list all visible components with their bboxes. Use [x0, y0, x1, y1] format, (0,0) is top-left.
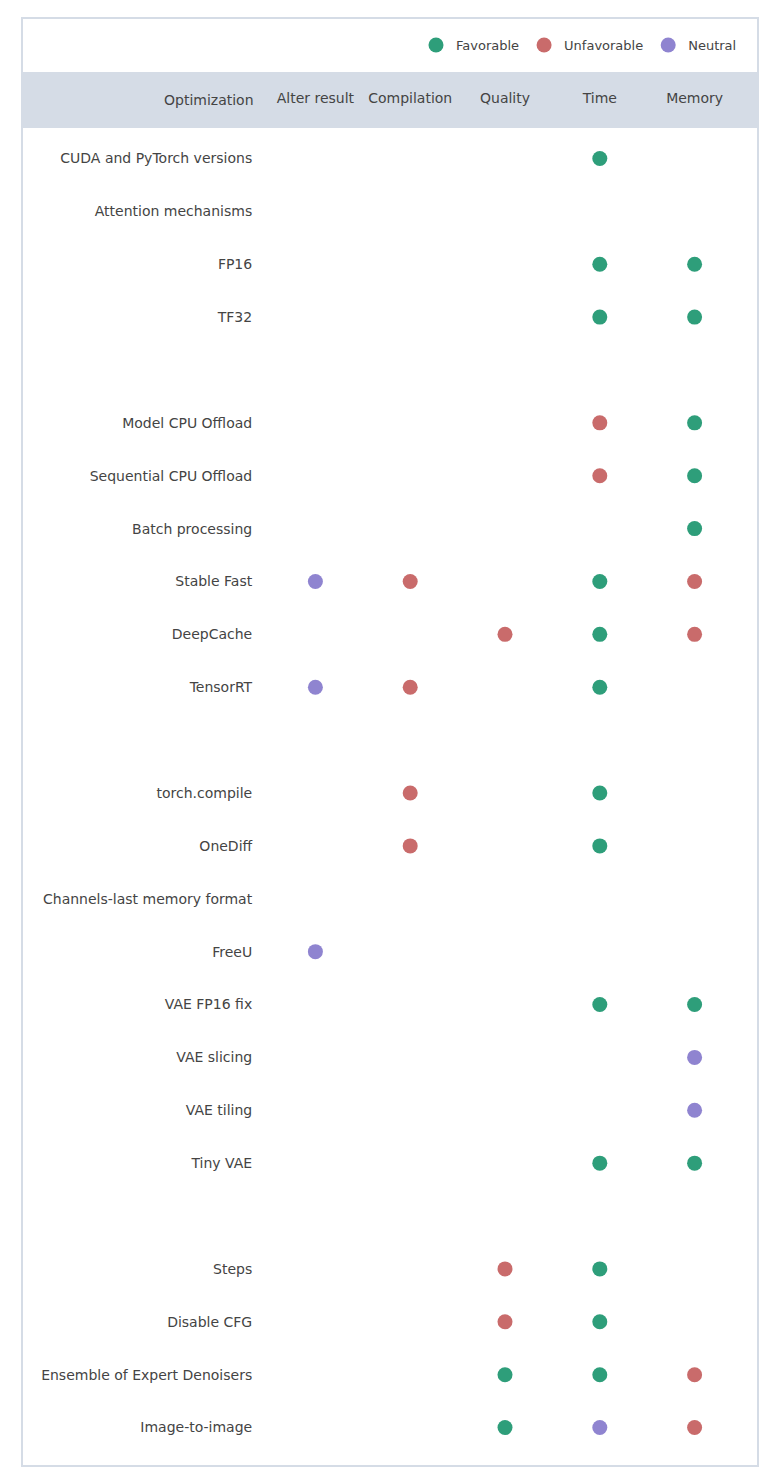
svg-text:Compilation: Compilation — [368, 90, 452, 106]
svg-text:Sequential CPU Offload: Sequential CPU Offload — [90, 468, 253, 484]
svg-text:OneDiff: OneDiff — [199, 838, 252, 854]
svg-text:Optimization: Optimization — [164, 92, 254, 108]
svg-text:DeepCache: DeepCache — [172, 626, 252, 642]
svg-text:FP16: FP16 — [218, 256, 252, 272]
svg-text:CUDA and PyTorch versions: CUDA and PyTorch versions — [60, 150, 252, 166]
svg-text:Ensemble of Expert Denoisers: Ensemble of Expert Denoisers — [41, 1367, 252, 1383]
svg-text:VAE tiling: VAE tiling — [186, 1102, 252, 1118]
svg-text:Stable Fast: Stable Fast — [175, 573, 252, 589]
svg-text:TensorRT: TensorRT — [189, 679, 253, 695]
svg-text:Memory: Memory — [666, 90, 723, 106]
svg-text:VAE slicing: VAE slicing — [176, 1049, 252, 1065]
svg-text:Channels-last memory format: Channels-last memory format — [43, 891, 253, 907]
svg-text:Alter result: Alter result — [277, 90, 355, 106]
svg-text:Neutral: Neutral — [688, 38, 736, 53]
svg-text:Quality: Quality — [480, 90, 530, 106]
svg-text:Batch processing: Batch processing — [132, 521, 252, 537]
svg-text:Model CPU Offload: Model CPU Offload — [122, 415, 252, 431]
svg-text:Image-to-image: Image-to-image — [140, 1419, 252, 1435]
svg-text:Attention mechanisms: Attention mechanisms — [95, 203, 252, 219]
svg-text:Tiny VAE: Tiny VAE — [190, 1155, 252, 1171]
svg-text:torch.compile: torch.compile — [156, 785, 252, 801]
svg-text:Unfavorable: Unfavorable — [564, 38, 643, 53]
svg-text:VAE FP16 fix: VAE FP16 fix — [165, 996, 252, 1012]
svg-text:Favorable: Favorable — [456, 38, 519, 53]
svg-text:Disable CFG: Disable CFG — [167, 1314, 252, 1330]
svg-text:Time: Time — [582, 90, 617, 106]
svg-text:FreeU: FreeU — [212, 944, 252, 960]
svg-text:Steps: Steps — [213, 1261, 252, 1277]
svg-text:TF32: TF32 — [217, 309, 252, 325]
